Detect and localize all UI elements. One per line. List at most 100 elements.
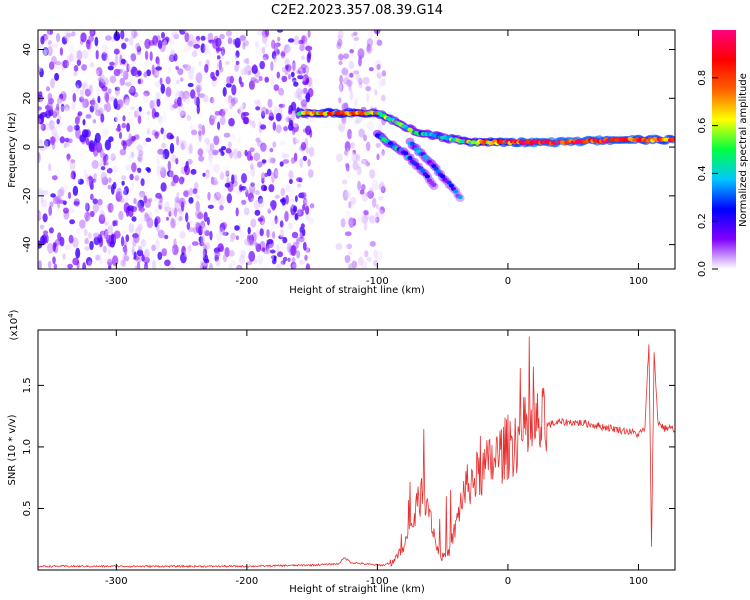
noise-blob (369, 215, 376, 224)
noise-blob (253, 259, 258, 265)
noise-blob (207, 49, 211, 56)
noise-blob (352, 160, 359, 171)
noise-blob (170, 154, 177, 163)
noise-blob (290, 261, 297, 269)
noise-blob (120, 188, 127, 198)
noise-blob (240, 249, 246, 258)
noise-blob (38, 153, 41, 164)
noise-blob (288, 73, 291, 80)
noise-blob (243, 207, 250, 216)
noise-blob (51, 55, 57, 65)
noise-blob (100, 77, 106, 83)
noise-blob (222, 239, 228, 248)
noise-blob (211, 177, 218, 186)
noise-blob (144, 38, 151, 49)
noise-blob (234, 37, 241, 48)
noise-blob (97, 95, 101, 104)
noise-blob (42, 46, 49, 56)
noise-blob (48, 205, 52, 216)
noise-blob (149, 51, 153, 61)
noise-blob (82, 262, 86, 269)
noise-blob (48, 43, 52, 54)
noise-blob (170, 49, 175, 57)
noise-blob (121, 122, 127, 129)
noise-blob (208, 152, 214, 163)
noise-blob (146, 111, 151, 115)
noise-blob (164, 36, 170, 43)
noise-blob (62, 31, 68, 39)
noise-blob (142, 93, 149, 104)
noise-blob (381, 78, 386, 86)
noise-blob (296, 177, 302, 183)
noise-blob (120, 259, 125, 267)
noise-blob (116, 79, 121, 91)
noise-blob (214, 191, 222, 201)
noise-blob (189, 125, 193, 131)
noise-blob (154, 216, 161, 225)
noise-blob (59, 47, 64, 56)
noise-blob (122, 115, 126, 122)
noise-blob (295, 87, 303, 97)
noise-blob (260, 142, 267, 152)
noise-blob (72, 123, 76, 133)
noise-blob (195, 221, 200, 229)
noise-blob (237, 108, 241, 114)
noise-blob (125, 234, 130, 242)
noise-blob (143, 71, 148, 78)
noise-blob (253, 152, 261, 161)
noise-blob (208, 263, 213, 269)
noise-blob (129, 173, 134, 181)
noise-blob (363, 210, 369, 216)
noise-blob (202, 94, 209, 103)
noise-blob (338, 82, 344, 92)
noise-blob (122, 253, 126, 263)
noise-blob (39, 146, 46, 152)
noise-blob (195, 35, 201, 42)
noise-blob (227, 37, 233, 45)
noise-blob (257, 161, 263, 168)
noise-blob (305, 205, 310, 215)
noise-blob (338, 53, 344, 61)
noise-blob (278, 183, 284, 191)
noise-blob (65, 107, 70, 118)
noise-blob (231, 139, 239, 146)
noise-blob (177, 105, 185, 117)
noise-blob (336, 153, 343, 163)
noise-blob (193, 43, 201, 49)
noise-blob (169, 134, 175, 140)
spectrogram-y-label: Frequency (Hz) (7, 112, 18, 188)
noise-blob (217, 121, 221, 130)
noise-blob (246, 150, 252, 161)
noise-blob (75, 79, 82, 89)
noise-blob (252, 30, 256, 36)
noise-blob (271, 39, 276, 49)
noise-blob (291, 62, 297, 73)
noise-blob (187, 245, 192, 253)
noise-blob (119, 220, 125, 226)
noise-blob (264, 30, 270, 38)
noise-blob (137, 223, 143, 231)
noise-blob (284, 58, 290, 66)
noise-blob (136, 51, 141, 56)
noise-blob (136, 167, 142, 174)
noise-blob (360, 159, 368, 169)
noise-blob (113, 117, 118, 122)
noise-blob (249, 163, 254, 170)
noise-blob (125, 196, 129, 202)
noise-blob (309, 220, 314, 229)
noise-blob (81, 49, 89, 59)
noise-blob (135, 42, 141, 51)
noise-blob (308, 218, 315, 225)
noise-blob (183, 165, 188, 173)
noise-blob (130, 181, 135, 192)
noise-blob (233, 185, 240, 196)
noise-blob (242, 102, 246, 110)
noise-blob (137, 70, 142, 77)
noise-blob (70, 55, 78, 63)
noise-blob (75, 247, 81, 259)
noise-blob (254, 241, 258, 247)
noise-blob (372, 197, 377, 208)
noise-blob (38, 260, 42, 269)
noise-blob (351, 260, 358, 269)
noise-blob (186, 247, 193, 256)
